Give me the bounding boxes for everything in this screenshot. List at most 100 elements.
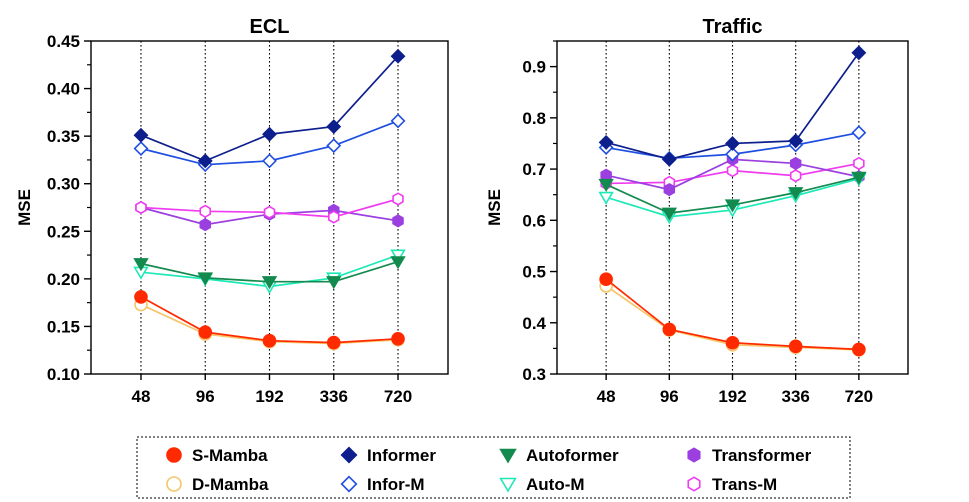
point-informer-96 — [661, 151, 677, 167]
y-tick-label: 0.10 — [47, 365, 80, 384]
point-informer-96 — [197, 153, 213, 169]
y-tick-label: 0.5 — [522, 263, 546, 282]
point-autoformer-192 — [261, 276, 278, 290]
point-autoformer-96 — [197, 272, 213, 286]
series-trans-m — [135, 192, 404, 224]
y-tick-label: 0.20 — [47, 270, 80, 289]
y-tick-label: 0.3 — [522, 365, 546, 384]
legend-item-infor-m: Infor-M — [340, 475, 425, 494]
point-informer-720 — [851, 45, 867, 61]
legend-marker-d-mamba — [166, 476, 182, 492]
y-tick-label: 0.45 — [47, 32, 80, 51]
point-auto-m-720 — [390, 249, 406, 263]
point-s-mamba-96 — [662, 322, 677, 337]
point-s-mamba-96 — [198, 325, 213, 339]
legend-label: Autoformer — [526, 446, 619, 465]
chart-title: Traffic — [702, 16, 762, 38]
legend-label: Auto-M — [526, 475, 585, 494]
legend-label: Transformer — [712, 446, 812, 465]
series-informer — [598, 45, 867, 167]
point-transformer-96 — [663, 182, 676, 197]
x-tick-label: 96 — [196, 387, 215, 406]
legend-label: Infor-M — [367, 475, 425, 494]
legend-item-s-mamba: S-Mamba — [166, 446, 268, 465]
x-tick-label: 336 — [320, 387, 348, 406]
point-s-mamba-336 — [788, 339, 803, 354]
legend-marker-informer — [340, 446, 358, 464]
point-trans-m-336 — [789, 169, 802, 183]
point-infor-m-720 — [851, 125, 867, 141]
series-autoformer — [598, 171, 867, 221]
point-autoformer-48 — [598, 178, 614, 193]
point-transformer-96 — [199, 218, 211, 232]
legend-item-transformer: Transformer — [687, 446, 812, 465]
legend-label: S-Mamba — [192, 446, 268, 465]
point-s-mamba-192 — [725, 335, 740, 350]
y-tick-label: 0.7 — [522, 160, 546, 179]
point-infor-m-336 — [326, 138, 342, 154]
y-tick-label: 0.30 — [47, 175, 80, 194]
legend-marker-autoformer — [499, 448, 517, 464]
point-autoformer-720 — [390, 256, 406, 270]
point-autoformer-336 — [787, 187, 804, 201]
legend-box — [136, 436, 851, 499]
point-autoformer-96 — [661, 207, 678, 221]
point-informer-192 — [262, 126, 277, 142]
point-s-mamba-336 — [326, 335, 341, 350]
point-infor-m-48 — [133, 141, 149, 156]
y-axis-label: MSE — [485, 189, 504, 226]
x-tick-label: 48 — [597, 387, 616, 406]
legend-label: Trans-M — [712, 475, 777, 494]
point-informer-48 — [133, 127, 149, 143]
point-s-mamba-720 — [391, 331, 405, 346]
point-trans-m-192 — [726, 163, 739, 178]
legend-marker-infor-m — [340, 475, 358, 493]
point-trans-m-720 — [392, 192, 404, 206]
legend-label: Informer — [367, 446, 436, 465]
point-infor-m-720 — [390, 113, 406, 129]
point-informer-192 — [725, 136, 740, 151]
x-tick-label: 720 — [845, 387, 873, 406]
legend-item-autoformer: Autoformer — [499, 446, 619, 465]
series-s-mamba — [134, 290, 405, 350]
y-tick-label: 0.40 — [47, 80, 80, 99]
chart-ecl: ECL 0.10 0.15 0.20 0.25 0.30 0.35 0.40 0.45 48 96 1… — [15, 16, 449, 406]
point-transformer-336 — [789, 156, 802, 171]
legend-item-d-mamba: D-Mamba — [166, 475, 269, 494]
point-autoformer-336 — [326, 276, 342, 290]
point-autoformer-720 — [851, 171, 867, 185]
legend-marker-transformer — [687, 447, 701, 463]
point-s-mamba-720 — [852, 342, 866, 357]
x-tick-label: 192 — [255, 387, 283, 406]
point-informer-336 — [788, 133, 804, 149]
point-auto-m-48 — [598, 191, 614, 205]
series-autoformer — [133, 256, 406, 290]
x-tick-label: 96 — [660, 387, 679, 406]
y-tick-label: 0.25 — [47, 222, 80, 241]
legend-marker-trans-m — [687, 476, 701, 492]
y-tick-label: 0.35 — [47, 127, 80, 146]
point-informer-720 — [390, 48, 406, 64]
point-autoformer-48 — [133, 258, 149, 272]
x-tick-label: 336 — [781, 387, 809, 406]
chart-title: ECL — [250, 16, 290, 38]
y-tick-label: 0.8 — [522, 109, 546, 128]
point-trans-m-96 — [199, 204, 211, 218]
y-tick-label: 0.4 — [522, 314, 546, 333]
series-informer — [133, 48, 406, 169]
x-tick-label: 720 — [384, 387, 412, 406]
point-transformer-720 — [392, 214, 404, 228]
legend-item-auto-m: Auto-M — [499, 475, 585, 494]
point-autoformer-192 — [724, 199, 741, 213]
point-s-mamba-192 — [262, 333, 277, 348]
y-tick-label: 0.15 — [47, 317, 80, 336]
point-s-mamba-48 — [599, 272, 613, 287]
point-informer-336 — [326, 119, 342, 135]
legend: S-Mamba D-Mamba Informer Infor-M Autoformer A… — [136, 436, 851, 499]
legend-item-informer: Informer — [340, 446, 436, 465]
legend-label: D-Mamba — [192, 475, 269, 494]
y-axis-label: MSE — [15, 189, 34, 226]
point-trans-m-336 — [328, 210, 340, 224]
point-trans-m-192 — [263, 205, 276, 219]
